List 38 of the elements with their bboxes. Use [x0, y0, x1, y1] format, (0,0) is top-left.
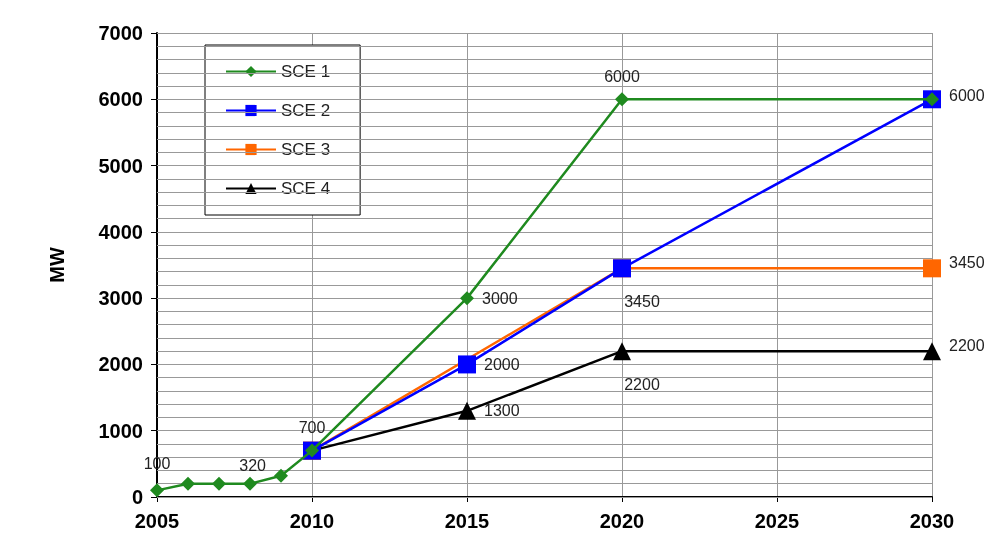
point	[243, 476, 257, 491]
y-tick-label: 6000	[98, 88, 143, 111]
data-label: 3450	[624, 292, 660, 310]
data-label: 2200	[624, 375, 660, 393]
data-label: 2200	[949, 336, 985, 354]
data-label: 320	[239, 457, 267, 475]
point	[458, 355, 476, 374]
data-label: 6000	[604, 67, 640, 85]
point	[150, 483, 164, 498]
point	[458, 401, 476, 420]
y-tick-label: 1000	[98, 419, 143, 442]
x-tick-label: 2005	[134, 510, 180, 532]
point	[923, 259, 941, 278]
x-tick-label: 2030	[909, 510, 955, 532]
data-label: 700	[298, 419, 326, 437]
y-tick-label: 2000	[98, 353, 143, 376]
point	[613, 342, 631, 361]
point	[181, 476, 195, 491]
y-axis-title: MW	[46, 247, 68, 283]
x-tick-label: 2020	[599, 510, 645, 532]
y-tick-label: 5000	[98, 154, 143, 177]
x-tick-label: 2015	[444, 510, 490, 532]
data-label: 6000	[949, 86, 985, 104]
data-label: 1300	[484, 402, 520, 420]
y-tick-label: 4000	[98, 220, 143, 243]
x-tick-label: 2010	[289, 510, 335, 532]
y-tick-label: 3000	[98, 287, 143, 310]
point	[615, 92, 629, 107]
data-label: 2000	[484, 355, 520, 373]
y-tick-label: 7000	[98, 22, 143, 44]
data-label: 3000	[482, 289, 518, 307]
point	[460, 291, 474, 306]
point	[274, 468, 288, 483]
data-label: 3450	[949, 253, 985, 271]
point	[212, 476, 226, 491]
point	[923, 342, 941, 361]
x-tick-label: 2025	[754, 510, 800, 532]
y-tick-label: 0	[131, 486, 143, 508]
